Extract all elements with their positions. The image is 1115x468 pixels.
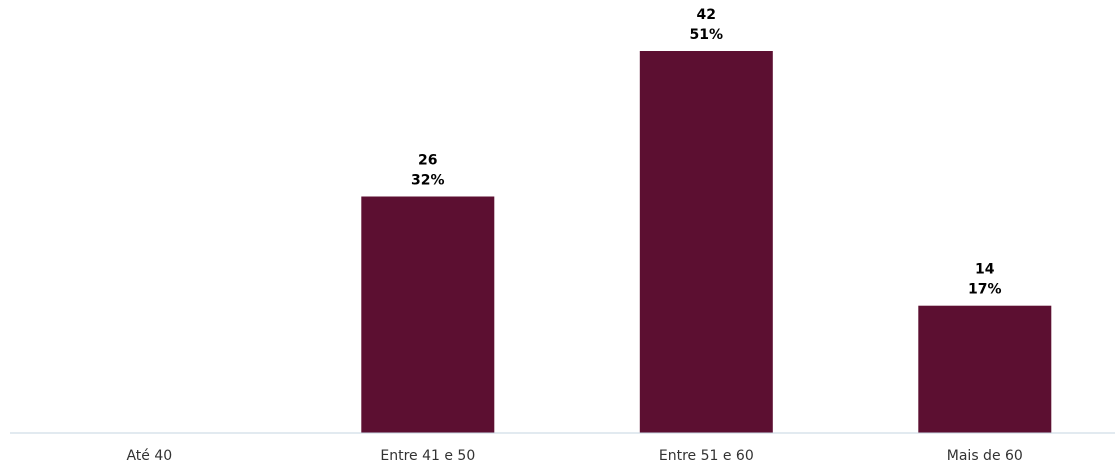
data-label-count-4: 14 [975, 262, 995, 278]
data-label-percent-4: 17% [968, 282, 1002, 298]
x-tick-label-1: Até 40 [126, 448, 172, 464]
x-axis-tick-labels: Até 40 Entre 41 e 50 Entre 51 e 60 Mais de … [126, 448, 1022, 464]
bar-4 [918, 305, 1052, 433]
x-tick-label-4: Mais de 60 [947, 448, 1023, 464]
bar-2 [361, 196, 495, 433]
x-tick-label-2: Entre 41 e 50 [380, 448, 475, 464]
data-label-count-2: 26 [418, 153, 437, 169]
data-label-count-3: 42 [697, 7, 716, 23]
x-tick-label-3: Entre 51 e 60 [659, 448, 754, 464]
bar-3 [639, 51, 773, 433]
data-labels-layer: 26 32% 42 51% 14 17% [411, 7, 1002, 298]
data-label-percent-2: 32% [411, 173, 445, 189]
bars-layer [361, 51, 1052, 433]
data-label-percent-3: 51% [690, 27, 724, 43]
